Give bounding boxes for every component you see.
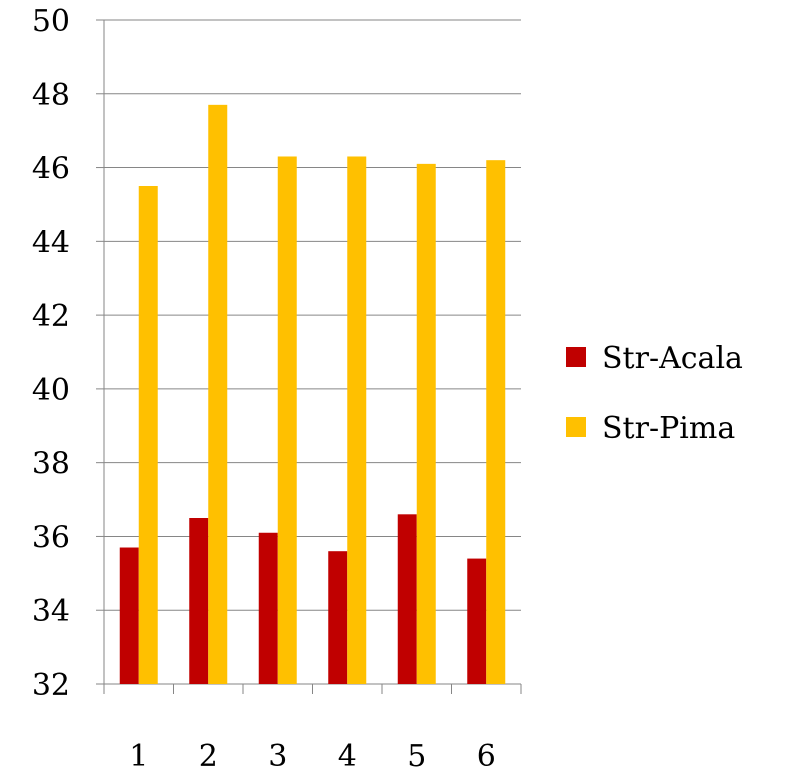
x-tick-label: 5 [407,739,426,774]
y-axis-tick-labels: 32 34 36 38 40 42 44 46 48 50 [32,4,70,703]
bars [119,104,506,685]
legend-label: Str-Pima [602,411,735,446]
bar-str-acala-2 [189,518,209,684]
bar-str-acala-1 [119,547,139,684]
y-tick-label: 40 [32,373,70,408]
bar-str-acala-5 [397,514,417,684]
bar-str-acala-4 [328,551,348,684]
bar-str-pima-5 [416,163,436,684]
y-tick-label: 36 [32,520,70,555]
x-tick-label: 2 [199,739,218,774]
x-axis-tick-labels: 1 2 3 4 5 6 [129,739,496,774]
bar-str-acala-3 [258,532,278,684]
y-tick-label: 34 [32,594,70,629]
legend: Str-Acala Str-Pima [566,341,743,446]
x-tick-label: 1 [129,739,148,774]
x-tick-label: 3 [268,739,287,774]
y-tick-label: 44 [32,225,70,260]
bar-str-pima-3 [277,156,297,684]
x-tick-label: 6 [477,739,496,774]
bar-str-acala-6 [467,558,487,684]
y-tick-label: 50 [32,4,70,39]
y-tick-label: 46 [32,152,70,187]
y-tick-label: 38 [32,447,70,482]
y-tick-label: 32 [32,668,70,703]
y-tick-label: 48 [32,78,70,113]
bar-str-pima-2 [208,104,228,685]
bar-str-pima-1 [138,186,158,684]
bar-str-pima-4 [347,156,367,684]
legend-swatch [566,417,586,437]
y-tick-label: 42 [32,299,70,334]
legend-swatch [566,347,586,367]
bar-str-pima-6 [486,160,506,684]
gridlines [104,19,521,611]
legend-label: Str-Acala [602,341,743,376]
x-tick-label: 4 [338,739,357,774]
axes [96,19,522,694]
